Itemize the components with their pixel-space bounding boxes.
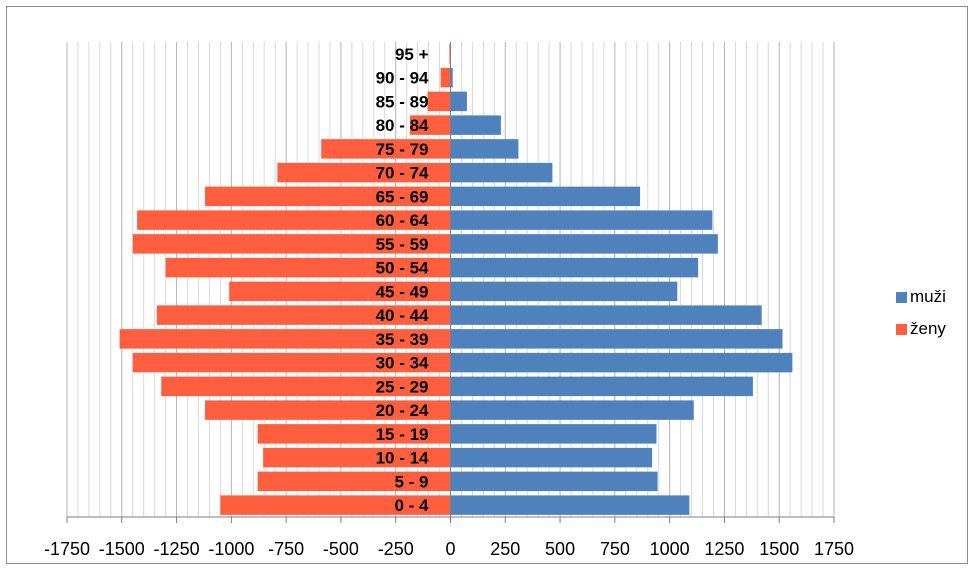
- category-label: 70 - 74: [376, 164, 429, 183]
- bar-muzi-15: [450, 139, 519, 159]
- bar-muzi-2: [450, 447, 653, 468]
- bar-zeny-15: [321, 139, 451, 159]
- category-label: 30 - 34: [376, 354, 429, 373]
- category-label: 90 - 94: [376, 69, 429, 88]
- bar-zeny-13: [205, 186, 451, 207]
- bar-muzi-1: [450, 471, 658, 492]
- bar-muzi-17: [450, 91, 467, 112]
- bar-muzi-12: [450, 210, 713, 230]
- bar-zeny-5: [161, 376, 451, 397]
- legend-item-muzi: muži: [896, 286, 946, 308]
- bar-muzi-13: [450, 186, 641, 207]
- chart-legend: muži ženy: [896, 286, 946, 350]
- bar-zeny-12: [137, 210, 451, 230]
- category-label: 10 - 14: [376, 449, 429, 468]
- category-label: 45 - 49: [376, 282, 429, 301]
- bar-muzi-7: [450, 329, 783, 349]
- category-label: 0 - 4: [394, 496, 429, 515]
- bar-muzi-6: [450, 352, 793, 373]
- category-label: 35 - 39: [376, 330, 429, 349]
- bar-muzi-3: [450, 424, 657, 444]
- bar-muzi-11: [450, 234, 718, 254]
- x-tick-label: 0: [445, 539, 455, 559]
- bar-muzi-4: [450, 400, 694, 420]
- bar-zeny-17: [427, 91, 451, 112]
- category-label: 85 - 89: [376, 92, 429, 111]
- legend-label-muzi: muži: [910, 287, 946, 306]
- legend-item-zeny: ženy: [896, 318, 946, 340]
- bar-zeny-1: [257, 471, 451, 492]
- x-tick-label: -1500: [99, 539, 145, 559]
- category-label: 65 - 69: [376, 187, 429, 206]
- x-tick-label: -750: [268, 539, 304, 559]
- x-tick-label: -1000: [208, 539, 254, 559]
- category-label: 40 - 44: [376, 306, 429, 325]
- legend-swatch-zeny: [896, 323, 907, 335]
- bar-zeny-9: [229, 281, 451, 302]
- bar-zeny-3: [257, 424, 451, 444]
- x-tick-label: -1250: [154, 539, 200, 559]
- bar-muzi-0: [450, 495, 690, 515]
- bar-zeny-18: [440, 67, 451, 88]
- bar-zeny-16: [409, 115, 451, 135]
- bar-muzi-10: [450, 257, 699, 278]
- bar-muzi-18: [450, 67, 453, 88]
- bar-zeny-6: [132, 352, 451, 373]
- category-label: 75 - 79: [376, 140, 429, 159]
- bar-muzi-9: [450, 281, 678, 302]
- bar-zeny-2: [263, 447, 451, 468]
- category-label: 15 - 19: [376, 425, 429, 444]
- bar-muzi-16: [450, 115, 501, 135]
- bar-zeny-14: [277, 162, 451, 183]
- x-tick-label: 1000: [650, 539, 690, 559]
- x-tick-label: -1750: [44, 539, 90, 559]
- category-label: 20 - 24: [376, 401, 429, 420]
- category-label: 60 - 64: [376, 211, 429, 230]
- category-label: 80 - 84: [376, 116, 429, 135]
- legend-label-zeny: ženy: [910, 319, 946, 338]
- category-label: 25 - 29: [376, 377, 429, 396]
- bar-zeny-19: [449, 44, 451, 64]
- bar-muzi-14: [450, 162, 553, 183]
- bar-muzi-8: [450, 305, 762, 325]
- x-tick-label: 1250: [704, 539, 744, 559]
- category-label: 95 +: [395, 45, 429, 64]
- x-tick-label: 250: [490, 539, 520, 559]
- bar-zeny-7: [119, 329, 451, 349]
- x-tick-label: 500: [545, 539, 575, 559]
- category-label: 50 - 54: [376, 259, 429, 278]
- x-tick-label: 1500: [759, 539, 799, 559]
- legend-swatch-muzi: [896, 291, 907, 303]
- x-tick-label: -250: [378, 539, 414, 559]
- x-tick-label: -500: [323, 539, 359, 559]
- x-tick-label: 750: [600, 539, 630, 559]
- bar-zeny-0: [220, 495, 451, 515]
- x-tick-label: 1750: [814, 539, 854, 559]
- bar-zeny-10: [165, 257, 451, 278]
- category-label: 5 - 9: [394, 472, 428, 491]
- bar-muzi-5: [450, 376, 753, 397]
- bar-zeny-8: [156, 305, 451, 325]
- bar-zeny-4: [205, 400, 451, 420]
- category-label: 55 - 59: [376, 235, 429, 254]
- bar-zeny-11: [132, 234, 451, 254]
